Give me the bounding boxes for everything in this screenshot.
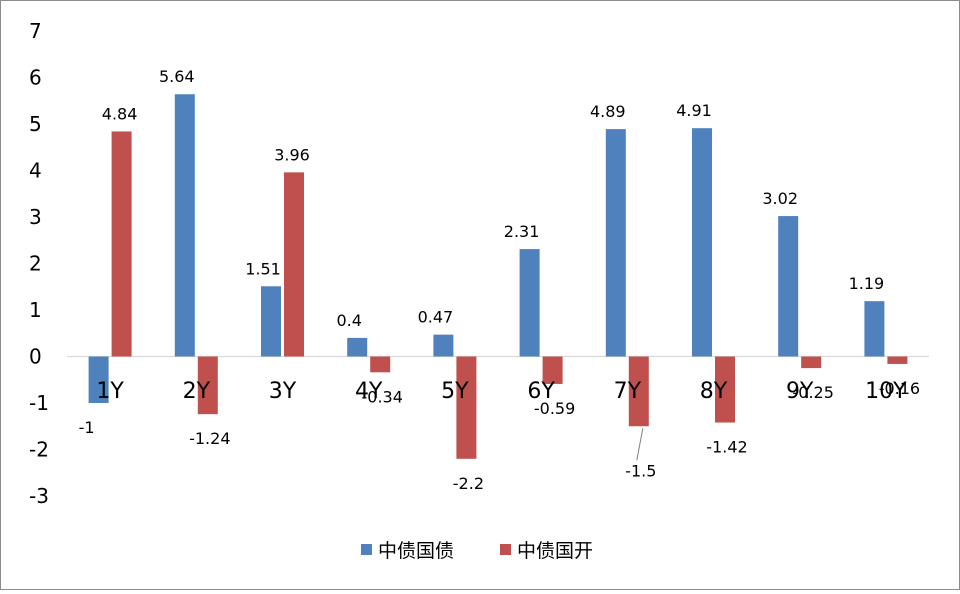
data-label-series1: -1 xyxy=(79,418,95,437)
data-label-series2: 4.84 xyxy=(102,104,138,123)
bar-series1-8y xyxy=(692,128,712,357)
data-label-series1: 3.02 xyxy=(762,189,798,208)
bar-series1-5y xyxy=(433,334,454,357)
bar-series2-5y xyxy=(456,356,477,459)
x-tick-label: 4Y xyxy=(355,379,383,404)
data-label-series2: -0.59 xyxy=(534,399,575,418)
data-label-series2: -0.16 xyxy=(879,379,920,398)
y-tick-label: -1 xyxy=(29,391,49,415)
legend: 中债国债 中债国开 xyxy=(361,540,593,562)
bar-series2-7y xyxy=(628,356,649,427)
bar-series2-10y xyxy=(887,356,908,364)
x-tick-label: 5Y xyxy=(441,379,469,404)
axis-layer: -3 -2 -1 0 1 2 3 4 5 6 7 xyxy=(29,19,929,508)
data-label-series2: -2.2 xyxy=(453,474,484,493)
x-tick-label: 10Y xyxy=(865,379,907,404)
bar-series1-4y xyxy=(347,337,368,357)
data-label-series1: 4.89 xyxy=(590,102,626,121)
bar-series1-3y xyxy=(261,286,281,357)
bar-series2-6y xyxy=(542,356,563,384)
bar-series1-7y xyxy=(605,129,626,357)
data-label-series2: -1.24 xyxy=(189,429,230,448)
y-tick-label: 0 xyxy=(29,345,42,369)
bar-series1-6y xyxy=(519,249,540,357)
data-label-series1: 0.4 xyxy=(336,311,361,330)
data-label-series1: 2.31 xyxy=(504,222,540,241)
x-tick-label: 3Y xyxy=(269,379,297,404)
legend-swatch-series2 xyxy=(500,544,511,555)
data-label-series2: -0.25 xyxy=(792,383,833,402)
bar-series1-1y xyxy=(88,356,109,403)
y-tick-label: -3 xyxy=(29,484,49,508)
bar-series2-1y xyxy=(111,131,132,357)
x-tick-label: 6Y xyxy=(527,379,555,404)
x-tick-label: 7Y xyxy=(614,379,642,404)
x-tick-label: 9Y xyxy=(786,379,814,404)
data-label-series1: 4.91 xyxy=(676,101,712,120)
data-label-series2: -0.34 xyxy=(361,387,402,406)
bar-series2-4y xyxy=(370,356,391,373)
data-label-series2: -1.5 xyxy=(625,461,656,480)
y-tick-label: 2 xyxy=(29,252,42,276)
bar-series2-2y xyxy=(197,356,218,415)
bar-series1-9y xyxy=(778,216,799,357)
legend-swatch-series1 xyxy=(361,544,372,555)
bar-series2-9y xyxy=(801,356,822,369)
data-label-leader-line xyxy=(636,428,644,461)
bar-series1-2y xyxy=(174,94,195,357)
label-layer: 1Y 2Y 3Y 4Y 5Y 6Y 7Y 8Y 9Y 10Y -1 4.84 5.64 -1.24 1.51… xyxy=(79,67,920,493)
data-label-series1: 0.47 xyxy=(418,308,454,327)
y-tick-label: -2 xyxy=(29,438,49,462)
y-tick-label: 7 xyxy=(29,19,42,43)
x-tick-label: 1Y xyxy=(96,379,124,404)
bar-series1-10y xyxy=(864,301,885,357)
data-label-series1: 1.51 xyxy=(245,259,281,278)
data-label-series1: 5.64 xyxy=(159,67,195,86)
data-label-series1: 1.19 xyxy=(849,274,885,293)
x-tick-label: 2Y xyxy=(183,379,211,404)
data-label-series2: -1.42 xyxy=(706,438,747,457)
legend-label-series2: 中债国开 xyxy=(517,540,593,562)
y-tick-label: 1 xyxy=(29,298,42,322)
bar-layer xyxy=(88,94,908,459)
legend-label-series1: 中债国债 xyxy=(378,540,454,562)
x-tick-label: 8Y xyxy=(700,379,728,404)
y-tick-label: 5 xyxy=(29,112,42,136)
y-tick-label: 4 xyxy=(29,159,42,183)
bar-series2-3y xyxy=(284,172,304,357)
data-label-series2: 3.96 xyxy=(274,145,310,164)
bar-series2-8y xyxy=(715,356,735,423)
y-tick-label: 3 xyxy=(29,205,42,229)
y-tick-label: 6 xyxy=(29,66,42,90)
